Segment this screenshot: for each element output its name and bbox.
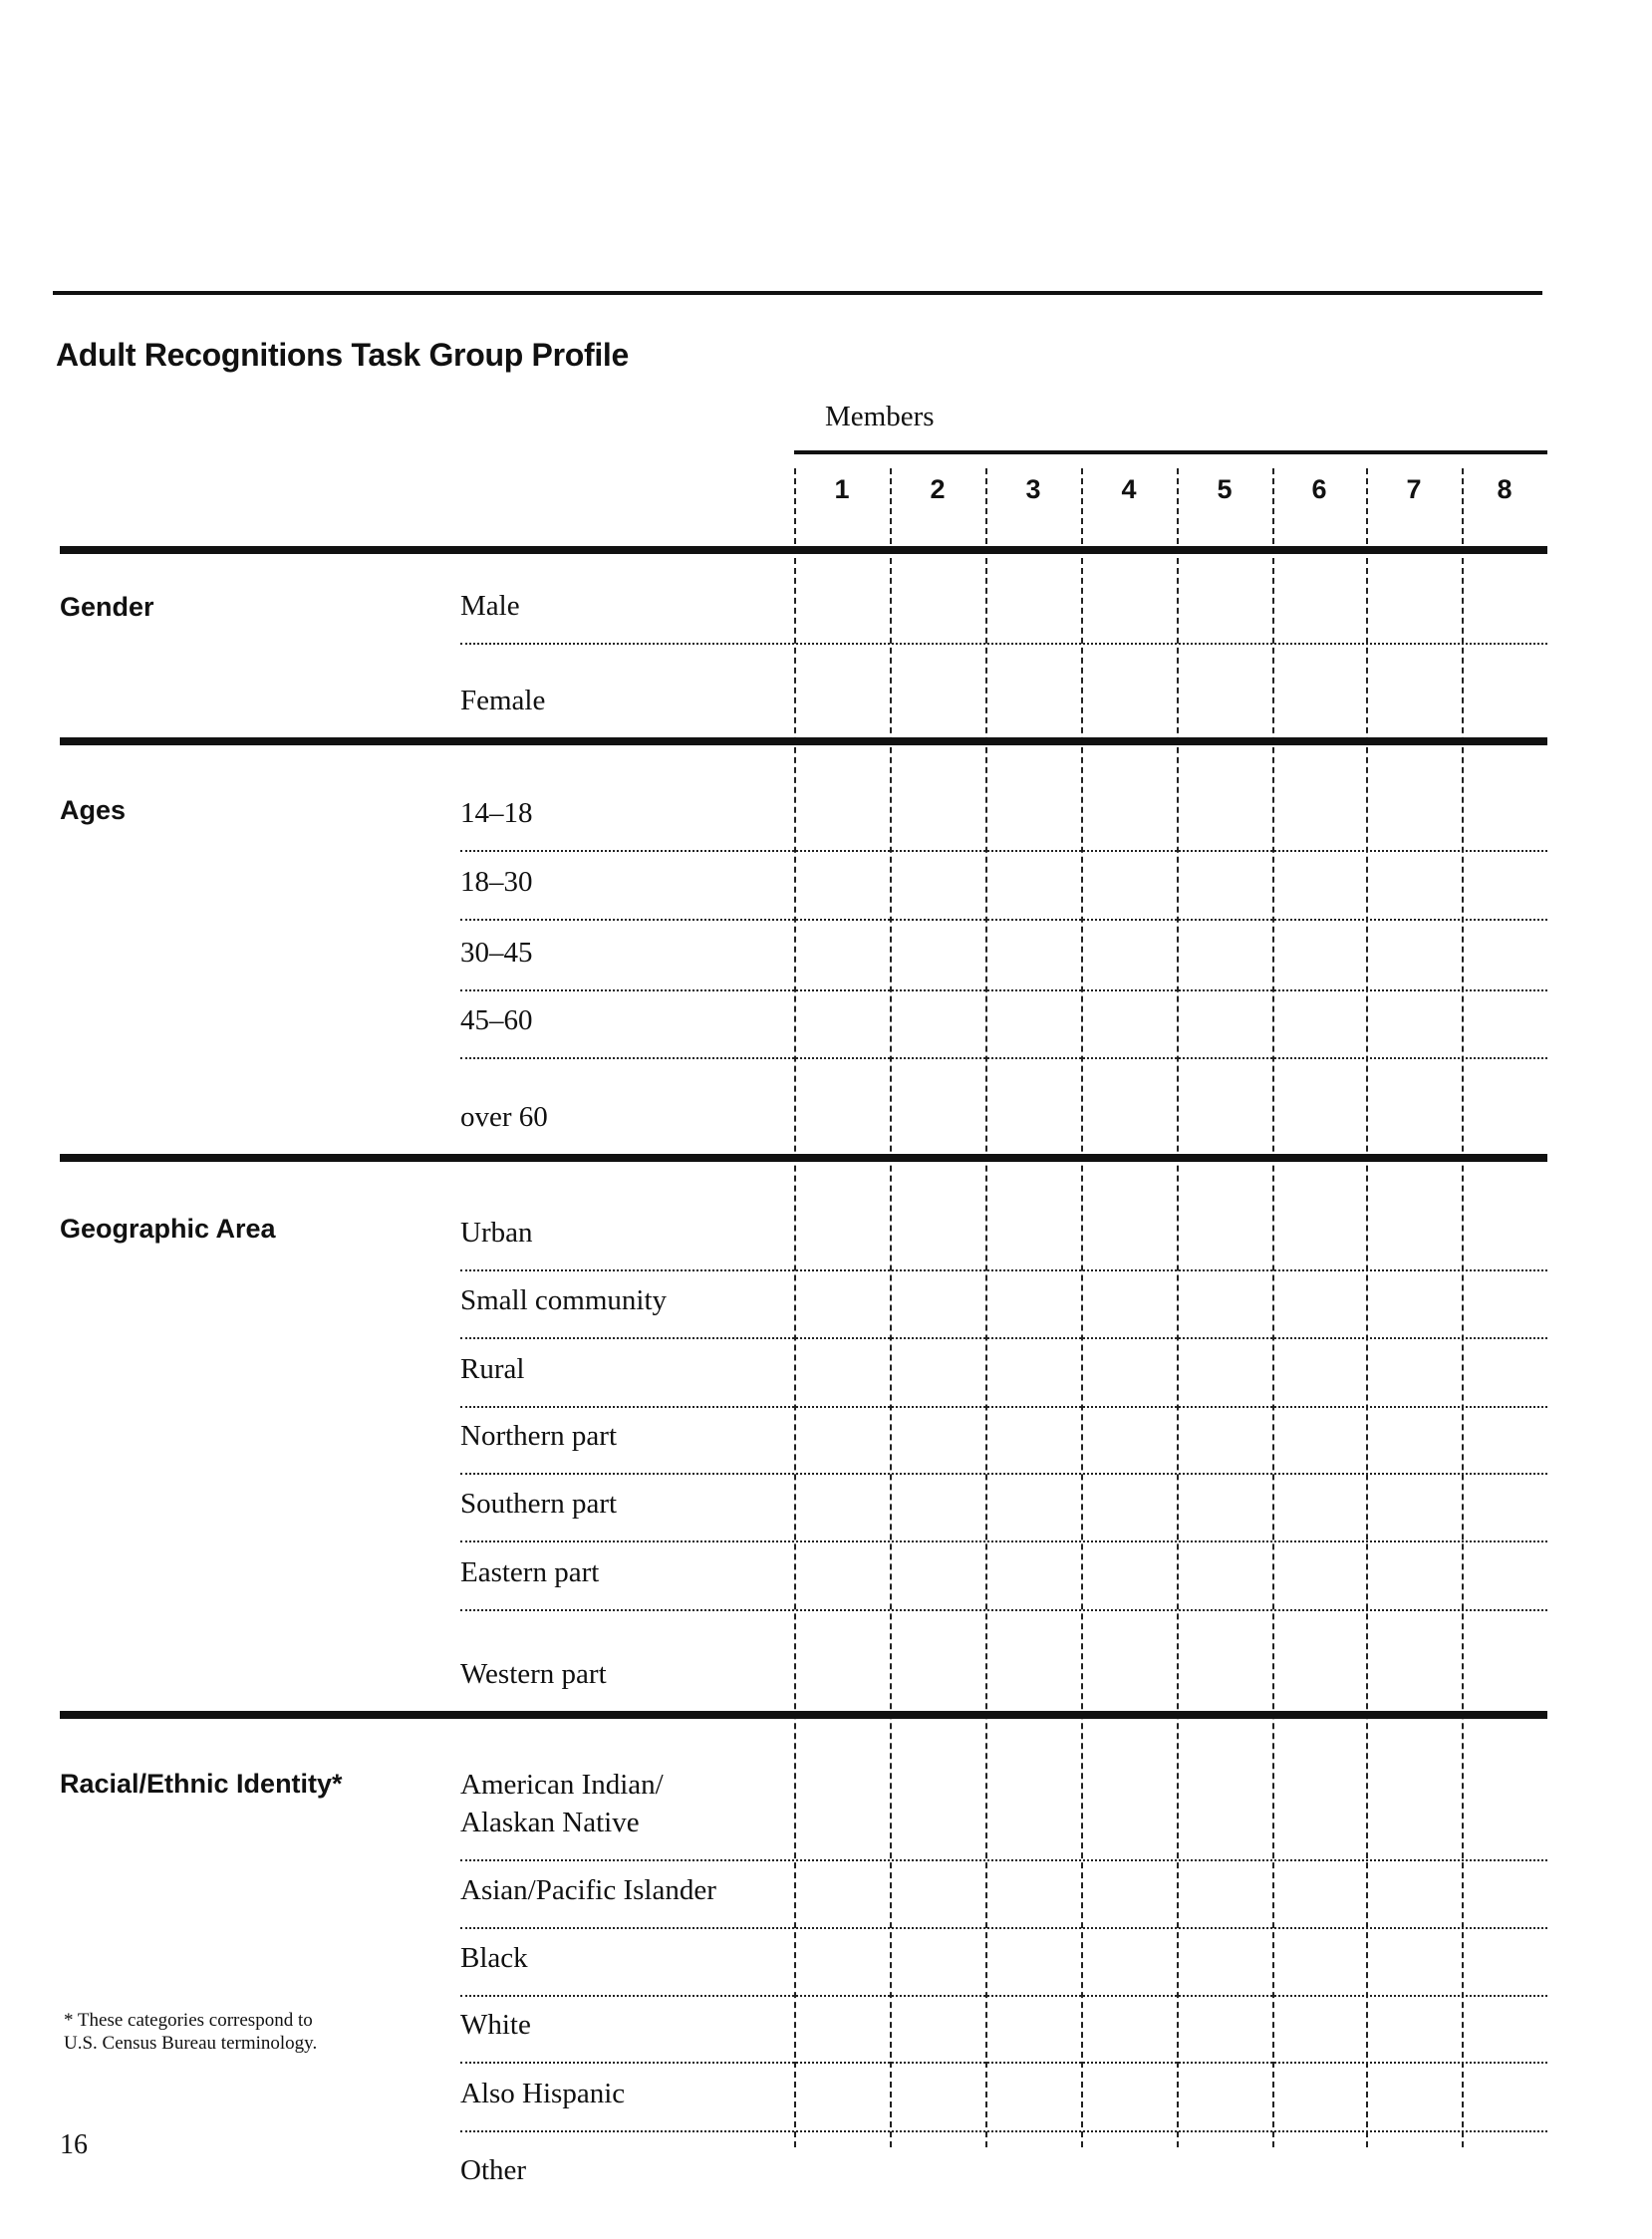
- row-label: Western part: [460, 1658, 607, 1690]
- section-heading: Racial/Ethnic Identity*: [60, 1769, 343, 1799]
- row-label: Also Hispanic: [460, 2078, 626, 2109]
- table-row: Black: [460, 1927, 1547, 1995]
- page-number: 16: [60, 2129, 88, 2160]
- table-row: Also Hispanic: [460, 2062, 1547, 2130]
- table-row: Female: [460, 643, 1547, 737]
- member-column-number: 2: [930, 474, 946, 504]
- row-label: Male: [460, 590, 520, 622]
- table-row: Rural: [460, 1337, 1547, 1406]
- column-divider: [1177, 468, 1179, 2147]
- column-divider: [1366, 468, 1368, 2147]
- table-row: 14–18: [460, 745, 1547, 850]
- column-divider: [890, 468, 892, 2147]
- page-title: Adult Recognitions Task Group Profile: [56, 337, 630, 373]
- row-label: Female: [460, 685, 546, 716]
- row-label: 18–30: [460, 866, 533, 898]
- section-heading: Geographic Area: [60, 1214, 276, 1244]
- row-label: American Indian/ Alaskan Native: [460, 1769, 664, 1838]
- row-label: Eastern part: [460, 1556, 600, 1588]
- table-row: Urban: [460, 1162, 1547, 1269]
- member-column-number: 1: [834, 474, 850, 504]
- row-label: Southern part: [460, 1488, 618, 1520]
- table-row: Southern part: [460, 1473, 1547, 1540]
- member-column-number: 6: [1311, 474, 1327, 504]
- column-divider: [794, 468, 796, 2147]
- member-column-number: 4: [1121, 474, 1137, 504]
- table-row: 45–60: [460, 989, 1547, 1057]
- member-column-number: 3: [1025, 474, 1041, 504]
- members-rule: [794, 450, 1547, 454]
- table-row: White: [460, 1995, 1547, 2062]
- member-column-number: 8: [1497, 474, 1513, 504]
- column-divider: [985, 468, 987, 2147]
- section: Racial/Ethnic Identity* American Indian/ …: [60, 1711, 1547, 2207]
- footnote-line: U.S. Census Bureau terminology.: [64, 2033, 318, 2054]
- column-divider: [1272, 468, 1274, 2147]
- row-label: Urban: [460, 1217, 533, 1249]
- row-label: Small community: [460, 1284, 668, 1316]
- row-label: Other: [460, 2154, 527, 2186]
- row-label: Northern part: [460, 1420, 618, 1452]
- member-column-number: 5: [1217, 474, 1233, 504]
- row-label: 30–45: [460, 937, 533, 969]
- table-row: Other: [460, 2130, 1547, 2207]
- row-label: 45–60: [460, 1004, 533, 1036]
- section: Gender Male Female: [60, 546, 1547, 737]
- member-column-number: 7: [1406, 474, 1422, 504]
- table-row: Male: [460, 554, 1547, 643]
- footnote: * These categories correspond to U.S. Ce…: [64, 2009, 317, 2055]
- row-label: Black: [460, 1942, 528, 1974]
- table-row: Small community: [460, 1269, 1547, 1337]
- column-divider: [1462, 468, 1464, 2147]
- row-label: 14–18: [460, 797, 533, 829]
- table-row: 30–45: [460, 919, 1547, 989]
- table-row: 18–30: [460, 850, 1547, 919]
- members-label: Members: [825, 401, 935, 432]
- table-row: over 60: [460, 1057, 1547, 1154]
- section-heading: Gender: [60, 592, 154, 622]
- section-heading: Ages: [60, 795, 127, 825]
- section: Ages 14–18 18–30 30–45 45–60 over 60: [60, 737, 1547, 1154]
- profile-table: Gender Male Female Ages 14–18 18–30 30–45 45–60…: [60, 546, 1547, 2207]
- footnote-line: * These categories correspond to: [64, 2010, 313, 2031]
- row-label: White: [460, 2009, 531, 2041]
- table-row: Northern part: [460, 1406, 1547, 1473]
- table-row: Western part: [460, 1609, 1547, 1711]
- row-label: Asian/Pacific Islander: [460, 1874, 716, 1906]
- column-divider: [1081, 468, 1083, 2147]
- section: Geographic Area Urban Small community Rural…: [60, 1154, 1547, 1711]
- row-label: over 60: [460, 1101, 548, 1133]
- table-row: Asian/Pacific Islander: [460, 1859, 1547, 1927]
- row-label: Rural: [460, 1353, 525, 1385]
- table-row: American Indian/ Alaskan Native: [460, 1719, 1547, 1859]
- table-row: Eastern part: [460, 1540, 1547, 1609]
- top-rule: [53, 291, 1542, 295]
